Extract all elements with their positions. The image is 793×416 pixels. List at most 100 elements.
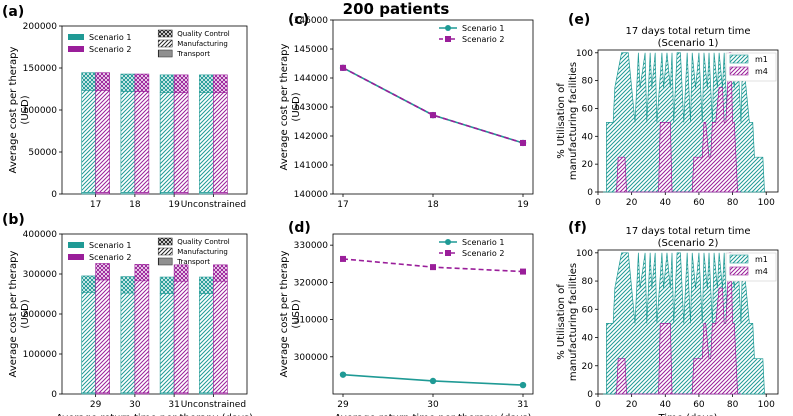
y-axis-label-line: Average cost per therapy bbox=[8, 46, 19, 173]
legend-marker-circle bbox=[445, 239, 451, 245]
y-tick-label: 300000 bbox=[294, 353, 329, 363]
bar-b-scenario1-manufacturing bbox=[81, 292, 96, 394]
bar-a-scenario1-quality-control bbox=[81, 72, 96, 91]
data-point-square bbox=[430, 264, 436, 271]
bar-b-scenario2-quality-control bbox=[173, 264, 189, 282]
plot-frame-c bbox=[332, 19, 534, 195]
panel-subtitle-e: (Scenario 1) bbox=[658, 38, 719, 49]
legend-swatch-m4 bbox=[729, 266, 749, 276]
figure-suptitle: 200 patients bbox=[343, 0, 450, 18]
bar-a-scenario1-quality-control bbox=[199, 74, 214, 93]
legend-label: m4 bbox=[755, 267, 768, 276]
y-tick-label: 50000 bbox=[28, 148, 57, 158]
y-tick-label: 146000 bbox=[294, 16, 329, 26]
bar-b-scenario1-manufacturing bbox=[159, 293, 175, 394]
y-tick-label: 100000 bbox=[23, 106, 58, 116]
legend-marker-square bbox=[445, 250, 451, 256]
legend-marker-circle bbox=[445, 25, 451, 31]
bar-b-scenario1-manufacturing bbox=[199, 293, 214, 394]
x-tick-label: 60 bbox=[693, 400, 705, 410]
x-tick-label: 80 bbox=[727, 400, 739, 410]
y-axis-label-line: % Utilisation of bbox=[556, 83, 567, 159]
panel-letter-e: (e) bbox=[568, 12, 590, 28]
bar-a-scenario2-quality-control bbox=[95, 72, 110, 91]
x-tick-label: 20 bbox=[626, 198, 638, 208]
y-tick-label: 100000 bbox=[23, 350, 58, 360]
legend-label: Scenario 2 bbox=[462, 249, 504, 258]
panel-letter-a: (a) bbox=[2, 4, 24, 20]
bar-b-scenario1-quality-control bbox=[81, 275, 96, 293]
legend-swatch-scenario-1 bbox=[68, 242, 84, 248]
y-tick-label: 141000 bbox=[294, 161, 329, 171]
data-point-square bbox=[430, 112, 436, 119]
x-tick-label: 30 bbox=[427, 400, 439, 410]
area-e-m4 bbox=[614, 52, 741, 193]
x-axis-label-f: Time (days) bbox=[657, 413, 717, 416]
x-tick-label: 100 bbox=[758, 198, 775, 208]
y-axis-label-line: Average cost per therapy bbox=[279, 43, 290, 170]
legend-label: Scenario 1 bbox=[462, 238, 504, 247]
legend-swatch-scenario-2 bbox=[68, 46, 84, 52]
legend-label: Scenario 2 bbox=[89, 45, 131, 54]
y-axis-label-line: manufacturing facilities bbox=[568, 263, 579, 381]
series-line-c-scenario-2 bbox=[342, 67, 524, 144]
y-tick-label: 320000 bbox=[294, 278, 329, 288]
y-axis-label-line: Average cost per therapy bbox=[279, 250, 290, 377]
bar-a-scenario2-manufacturing bbox=[95, 90, 110, 193]
x-tick-label: 17 bbox=[90, 200, 101, 210]
y-axis-label-b: Average cost per therapy(USD) bbox=[8, 250, 31, 377]
legend-label: Manufacturing bbox=[177, 248, 228, 256]
x-tick-label: 29 bbox=[337, 400, 349, 410]
panel-letter-f: (f) bbox=[568, 220, 587, 236]
bar-a-scenario2-manufacturing bbox=[134, 91, 150, 193]
x-tick-label: 40 bbox=[660, 400, 672, 410]
y-tick-label: 400000 bbox=[23, 230, 58, 240]
x-tick-label: 17 bbox=[337, 200, 348, 210]
y-tick-label: 20 bbox=[582, 160, 594, 170]
y-tick-label: 40 bbox=[582, 334, 594, 344]
bar-b-scenario1-quality-control bbox=[120, 276, 136, 294]
bar-b-scenario2-manufacturing bbox=[173, 280, 189, 394]
series-line-c-scenario-1 bbox=[342, 67, 524, 144]
y-tick-label: 144000 bbox=[294, 74, 329, 84]
data-point-circle bbox=[339, 371, 347, 378]
x-tick-label: 20 bbox=[626, 400, 638, 410]
y-tick-label: 100 bbox=[576, 49, 593, 59]
legend-label: m1 bbox=[755, 55, 768, 64]
x-tick-label: 0 bbox=[595, 198, 601, 208]
legend-label: Scenario 2 bbox=[89, 253, 131, 262]
data-point-circle bbox=[429, 377, 437, 385]
legend-label: Quality Control bbox=[177, 238, 230, 246]
y-axis-label-line: (USD) bbox=[291, 92, 302, 121]
bar-b-scenario1-manufacturing bbox=[120, 292, 136, 394]
y-tick-label: 145000 bbox=[294, 45, 329, 55]
x-tick-label: Unconstrained bbox=[181, 400, 246, 410]
x-tick-label: 30 bbox=[129, 400, 141, 410]
y-tick-label: 330000 bbox=[294, 241, 329, 251]
bar-a-scenario2-manufacturing bbox=[213, 92, 228, 193]
y-axis-label-f: % Utilisation ofmanufacturing facilities bbox=[556, 263, 579, 381]
y-tick-label: 300000 bbox=[23, 270, 58, 280]
x-axis-label-b: Average return time per therapy (days) bbox=[56, 413, 253, 416]
data-point-square bbox=[340, 64, 346, 71]
area-f-m4 bbox=[614, 252, 741, 395]
legend-swatch-m4 bbox=[729, 66, 749, 76]
panel-title-f: 17 days total return time bbox=[625, 226, 750, 237]
legend-swatch-scenario-1 bbox=[68, 34, 84, 40]
bar-a-scenario2-quality-control bbox=[134, 73, 150, 92]
panel-title-e: 17 days total return time bbox=[625, 26, 750, 37]
legend-marker-square bbox=[445, 36, 451, 42]
bar-b-scenario2-quality-control bbox=[95, 263, 110, 281]
legend-label: Scenario 1 bbox=[89, 241, 131, 250]
legend-swatch-transport bbox=[157, 257, 173, 266]
y-tick-label: 200000 bbox=[23, 310, 58, 320]
y-axis-label-line: manufacturing facilities bbox=[568, 62, 579, 180]
x-tick-label: 0 bbox=[595, 400, 601, 410]
legend-swatch-quality-control bbox=[157, 237, 173, 246]
y-axis-label-line: % Utilisation of bbox=[556, 284, 567, 360]
legend-label: Scenario 1 bbox=[462, 24, 504, 33]
x-tick-label: 18 bbox=[129, 200, 141, 210]
x-tick-label: 31 bbox=[517, 400, 528, 410]
legend-label: m4 bbox=[755, 67, 768, 76]
